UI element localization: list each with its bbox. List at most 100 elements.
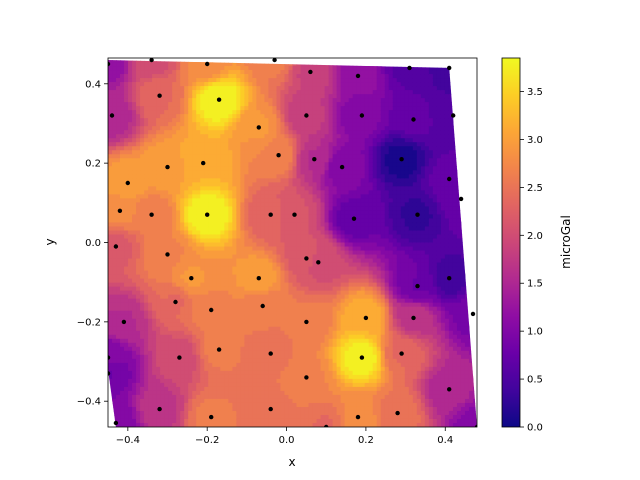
contour-cell: [192, 262, 197, 268]
contour-cell: [204, 66, 209, 71]
contour-cell: [260, 162, 266, 167]
contour-cell: [112, 382, 117, 388]
contour-cell: [184, 70, 189, 75]
contour-cell: [288, 366, 294, 372]
contour-cell: [268, 170, 274, 175]
contour-cell: [228, 334, 233, 340]
contour-cell: [304, 282, 310, 288]
contour-cell: [116, 242, 121, 248]
contour-cell: [292, 350, 298, 356]
contour-cell: [220, 266, 225, 272]
contour-cell: [120, 222, 125, 228]
contour-cell: [164, 422, 169, 427]
contour-cell: [320, 422, 326, 427]
contour-cell: [296, 382, 302, 388]
contour-cell: [240, 74, 245, 79]
contour-cell: [256, 74, 262, 79]
contour-cell: [224, 390, 229, 396]
contour-cell: [320, 330, 326, 336]
contour-cell: [264, 242, 270, 248]
contour-cell: [312, 82, 318, 87]
contour-cell: [240, 178, 245, 183]
contour-cell: [256, 334, 262, 340]
contour-cell: [316, 86, 322, 91]
contour-cell: [296, 78, 302, 83]
contour-cell: [152, 134, 157, 139]
contour-cell: [120, 90, 125, 95]
contour-cell: [276, 294, 282, 300]
contour-cell: [320, 358, 326, 364]
contour-cell: [220, 222, 225, 228]
contour-cell: [164, 118, 169, 123]
contour-cell: [196, 394, 201, 400]
contour-cell: [140, 150, 145, 155]
contour-cell: [108, 338, 113, 344]
contour-cell: [240, 86, 245, 91]
contour-cell: [236, 230, 241, 236]
contour-cell: [120, 210, 125, 216]
contour-cell: [180, 146, 185, 151]
contour-cell: [204, 122, 209, 127]
contour-cell: [256, 162, 262, 167]
contour-cell: [228, 302, 233, 308]
contour-cell: [288, 150, 294, 155]
contour-cell: [248, 190, 253, 195]
contour-cell: [252, 82, 257, 87]
contour-cell: [212, 162, 217, 167]
contour-cell: [120, 370, 125, 376]
contour-cell: [136, 358, 141, 364]
contour-cell: [308, 362, 314, 368]
contour-cell: [224, 234, 229, 240]
contour-cell: [204, 162, 209, 167]
contour-cell: [224, 374, 229, 380]
contour-cell: [188, 366, 193, 372]
contour-cell: [304, 246, 310, 252]
contour-cell: [192, 166, 197, 171]
contour-cell: [260, 214, 266, 220]
contour-cell: [288, 266, 294, 272]
contour-cell: [148, 306, 153, 312]
contour-cell: [184, 118, 189, 123]
contour-cell: [236, 218, 241, 224]
contour-cell: [236, 410, 241, 416]
contour-cell: [308, 306, 314, 312]
contour-cell: [176, 326, 181, 332]
contour-cell: [112, 214, 117, 220]
contour-cell: [312, 342, 318, 348]
contour-cell: [268, 178, 274, 183]
contour-cell: [248, 250, 253, 256]
contour-cell: [292, 122, 298, 127]
contour-cell: [304, 350, 310, 356]
contour-cell: [260, 94, 266, 99]
contour-cell: [276, 278, 282, 284]
contour-cell: [304, 194, 310, 199]
contour-cell: [192, 130, 197, 135]
contour-cell: [236, 198, 241, 203]
contour-cell: [324, 138, 330, 143]
contour-cell: [184, 374, 189, 380]
contour-cell: [224, 326, 229, 332]
contour-cell: [236, 390, 241, 396]
contour-cell: [132, 82, 137, 87]
contour-cell: [180, 98, 185, 103]
contour-cell: [272, 226, 278, 232]
contour-cell: [200, 242, 205, 248]
contour-cell: [296, 294, 302, 300]
contour-cell: [136, 214, 141, 220]
contour-cell: [212, 138, 217, 143]
contour-cell: [168, 162, 173, 167]
contour-cell: [172, 318, 177, 324]
contour-cell: [212, 398, 217, 404]
contour-cell: [132, 406, 137, 412]
contour-cell: [276, 386, 282, 392]
contour-cell: [112, 302, 117, 308]
contour-cell: [108, 110, 113, 115]
contour-cell: [228, 398, 233, 404]
contour-cell: [128, 174, 133, 179]
contour-cell: [164, 98, 169, 103]
contour-cell: [264, 226, 270, 232]
contour-cell: [172, 378, 177, 384]
contour-cell: [116, 314, 121, 320]
contour-cell: [132, 274, 137, 280]
contour-cell: [240, 254, 245, 260]
